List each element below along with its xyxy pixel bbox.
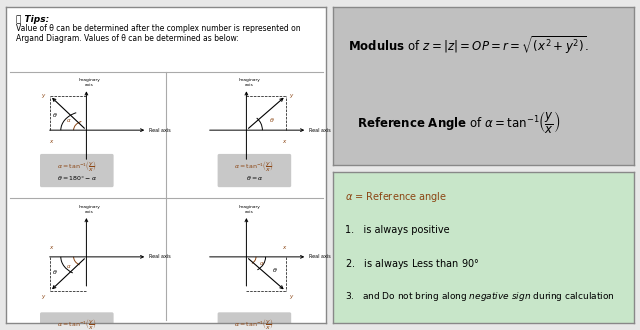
Text: Value of θ can be determined after the complex number is represented on: Value of θ can be determined after the c… — [16, 24, 301, 33]
Text: $x$: $x$ — [282, 244, 287, 250]
FancyBboxPatch shape — [218, 154, 291, 187]
Text: $x$: $x$ — [49, 244, 54, 250]
Text: ⧠ Tips:: ⧠ Tips: — [16, 15, 49, 23]
Text: $\mathbf{Reference\ Angle}$ of $\alpha=\tan^{-1}\!\left(\dfrac{y}{x}\right)$: $\mathbf{Reference\ Angle}$ of $\alpha=\… — [357, 110, 561, 136]
Text: Imaginary
axis: Imaginary axis — [239, 78, 260, 87]
Text: $\theta=180°-\alpha$: $\theta=180°-\alpha$ — [57, 174, 97, 182]
Text: $y$: $y$ — [289, 293, 294, 301]
Text: Real axis: Real axis — [149, 128, 170, 133]
Text: $\alpha=\tan^{-1}\!\left(\dfrac{y}{x}\right)$: $\alpha=\tan^{-1}\!\left(\dfrac{y}{x}\ri… — [234, 317, 275, 330]
Text: $y$: $y$ — [41, 92, 47, 100]
Text: Imaginary
axis: Imaginary axis — [79, 205, 100, 214]
Text: $\theta$: $\theta$ — [52, 111, 57, 119]
Text: $y$: $y$ — [41, 293, 47, 301]
Text: $\theta$: $\theta$ — [52, 268, 57, 276]
Text: $\alpha=\tan^{-1}\!\left(\dfrac{y}{x}\right)$: $\alpha=\tan^{-1}\!\left(\dfrac{y}{x}\ri… — [57, 159, 97, 173]
Text: $\theta$: $\theta$ — [269, 116, 275, 124]
Text: Real axis: Real axis — [149, 254, 170, 259]
FancyBboxPatch shape — [40, 154, 114, 187]
Text: Argand Diagram. Values of θ can be determined as below:: Argand Diagram. Values of θ can be deter… — [16, 34, 239, 43]
Text: 2.   is always Less than 90$°$: 2. is always Less than 90$°$ — [345, 257, 479, 271]
Text: $x$: $x$ — [282, 138, 287, 145]
Text: $\alpha$: $\alpha$ — [66, 263, 72, 270]
Text: Real axis: Real axis — [308, 254, 330, 259]
Text: $y$: $y$ — [289, 92, 294, 100]
FancyBboxPatch shape — [218, 312, 291, 330]
Text: $\theta=\alpha$: $\theta=\alpha$ — [246, 174, 263, 182]
Text: $\theta$: $\theta$ — [272, 266, 278, 274]
Text: $\alpha$: $\alpha$ — [259, 260, 265, 267]
Text: Imaginary
axis: Imaginary axis — [79, 78, 100, 87]
Text: $\alpha=\tan^{-1}\!\left(\dfrac{y}{x}\right)$: $\alpha=\tan^{-1}\!\left(\dfrac{y}{x}\ri… — [234, 159, 275, 173]
Text: 1.   is always positive: 1. is always positive — [345, 225, 449, 235]
Text: Real axis: Real axis — [308, 128, 330, 133]
Text: $\mathbf{Modulus}$ of $z=|z|=OP=r=\sqrt{(x^2+y^2)}$.: $\mathbf{Modulus}$ of $z=|z|=OP=r=\sqrt{… — [348, 35, 589, 57]
Text: $\alpha$ = Reference angle: $\alpha$ = Reference angle — [345, 190, 447, 204]
Text: $\alpha=\tan^{-1}\!\left(\dfrac{y}{x}\right)$: $\alpha=\tan^{-1}\!\left(\dfrac{y}{x}\ri… — [57, 317, 97, 330]
Text: $x$: $x$ — [49, 138, 54, 145]
FancyBboxPatch shape — [40, 312, 114, 330]
Text: Imaginary
axis: Imaginary axis — [239, 205, 260, 214]
Text: $\alpha$: $\alpha$ — [66, 117, 72, 124]
Text: 3.   and Do not bring along $\mathit{negative\ sign}$ during calculation: 3. and Do not bring along $\mathit{negat… — [345, 290, 614, 303]
